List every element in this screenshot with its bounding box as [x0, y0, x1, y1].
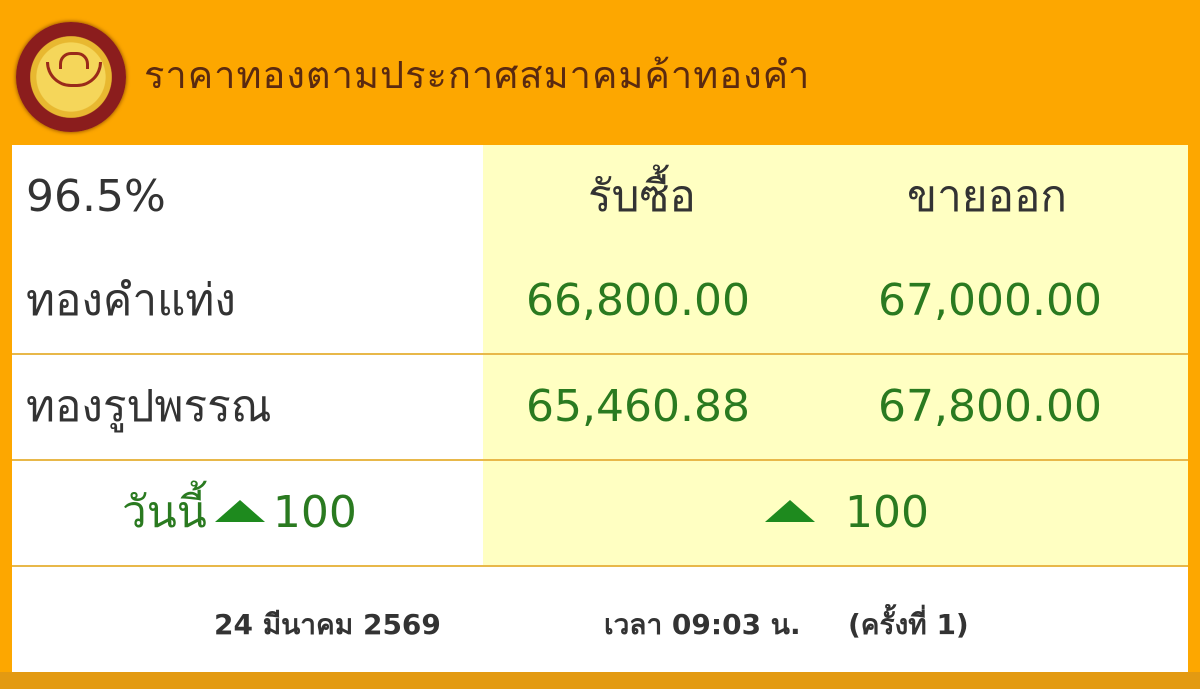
announce-date: 24 มีนาคม 2569 — [214, 608, 441, 641]
footer: 24 มีนาคม 2569 เวลา 09:03 น. (ครั้งที่ 1… — [12, 567, 1188, 672]
sell-column-header: ขายออก — [907, 171, 1068, 222]
change-left: วันนี้ 100 — [122, 461, 357, 565]
association-logo — [16, 22, 126, 132]
triangle-up-icon — [765, 500, 815, 522]
sell-price: 67,800.00 — [878, 381, 1102, 432]
buy-price: 65,460.88 — [526, 381, 750, 432]
price-table: 96.5% รับซื้อ ขายออก ทองคำแท่ง 66,800.00… — [12, 145, 1188, 672]
announce-round: (ครั้งที่ 1) — [848, 608, 969, 641]
buy-price: 66,800.00 — [526, 275, 750, 326]
bottom-border — [0, 672, 1200, 689]
change-right: 100 — [757, 461, 929, 565]
table-row: ทองรูปพรรณ 65,460.88 67,800.00 — [12, 355, 1188, 461]
row-label: ทองคำแท่ง — [26, 275, 236, 326]
header-row: 96.5% รับซื้อ ขายออก — [12, 145, 1188, 251]
triangle-up-icon — [214, 500, 265, 522]
announce-time: เวลา 09:03 น. — [604, 608, 801, 641]
purity-label: 96.5% — [26, 171, 166, 222]
change-value: 100 — [272, 487, 357, 538]
buy-column-header: รับซื้อ — [588, 171, 696, 222]
row-label: ทองรูปพรรณ — [26, 381, 272, 432]
change-row: วันนี้ 100 100 — [12, 461, 1188, 567]
widget-title: ราคาทองตามประกาศสมาคมค้าทองคำ — [144, 53, 811, 97]
today-label: วันนี้ — [122, 487, 207, 538]
header: ราคาทองตามประกาศสมาคมค้าทองคำ — [0, 0, 1200, 145]
sell-price: 67,000.00 — [878, 275, 1102, 326]
table-row: ทองคำแท่ง 66,800.00 67,000.00 — [12, 249, 1188, 355]
change-value: 100 — [845, 487, 929, 538]
